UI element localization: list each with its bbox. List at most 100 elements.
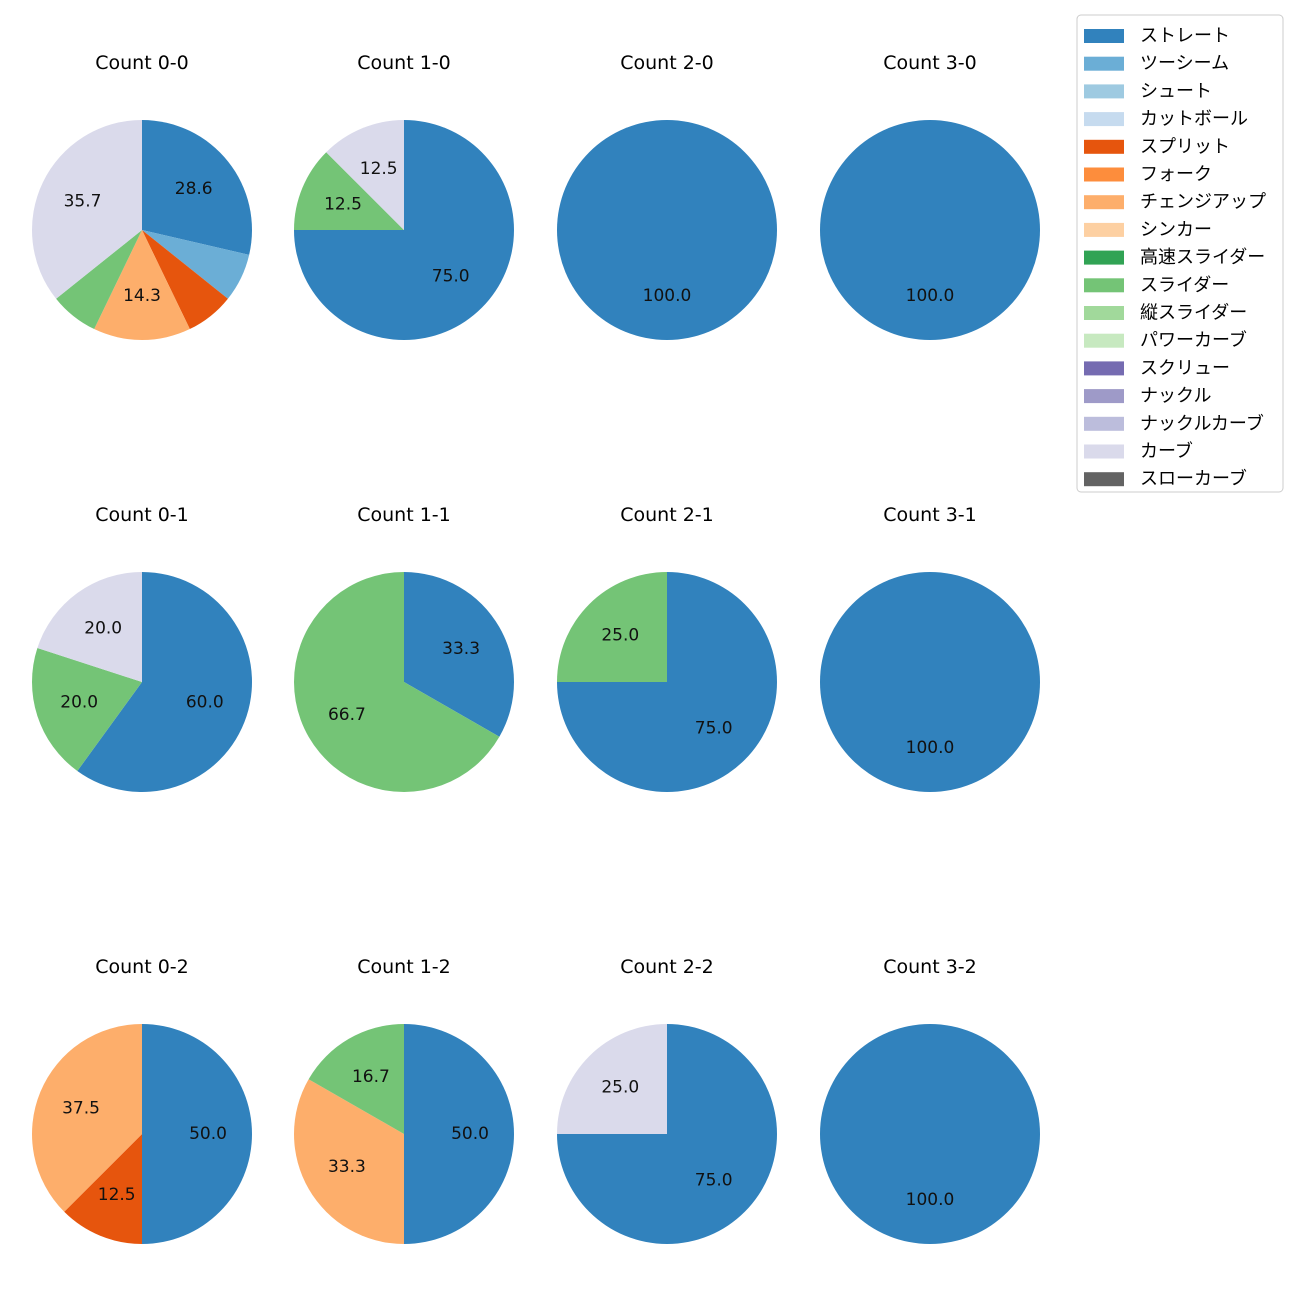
pie-panel: Count 2-1 75.0 25.0	[557, 504, 777, 792]
legend-item: パワーカーブ	[1084, 329, 1247, 351]
pie-title: Count 1-0	[357, 52, 451, 74]
pie-panel: Count 3-2 100.0	[820, 956, 1040, 1244]
slice-label: 50.0	[451, 1124, 489, 1144]
pie-slice	[557, 1024, 667, 1134]
pie-slice	[64, 1134, 142, 1244]
legend-swatch	[1084, 112, 1124, 127]
legend-swatch	[1084, 139, 1124, 154]
legend-label: パワーカーブ	[1140, 329, 1247, 351]
legend-swatch	[1084, 56, 1124, 71]
legend-label: スローカーブ	[1140, 468, 1247, 490]
legend-item: シュート	[1084, 81, 1212, 102]
legend-label: シュート	[1140, 81, 1212, 102]
legend-swatch	[1084, 250, 1124, 265]
pie-slice	[31, 120, 142, 299]
legend-swatch	[1084, 389, 1124, 404]
pie-title: Count 0-2	[95, 956, 189, 978]
pie-title: Count 3-2	[883, 956, 977, 978]
slice-label: 100.0	[643, 286, 692, 306]
pie-slice	[820, 120, 1040, 340]
legend-label: カーブ	[1140, 440, 1193, 462]
pie-panel: Count 1-0 75.0 12.5 12.5	[294, 52, 514, 340]
legend-item: 縦スライダー	[1084, 303, 1247, 324]
legend-swatch	[1084, 444, 1124, 459]
legend-swatch	[1084, 167, 1124, 182]
pie-title: Count 2-0	[620, 52, 714, 74]
slice-label: 28.6	[175, 179, 213, 199]
legend-label: チェンジアップ	[1140, 192, 1266, 213]
pie-slice	[56, 230, 143, 330]
pie-panel: Count 3-1 100.0	[820, 504, 1040, 792]
pie-slice	[404, 1024, 514, 1244]
legend-item: カーブ	[1084, 440, 1193, 462]
legend-item: ストレート	[1084, 26, 1230, 47]
legend-swatch	[1084, 29, 1124, 43]
legend-swatch	[1084, 84, 1124, 99]
pie-panel: Count 2-0 100.0	[557, 52, 777, 340]
pie-title: Count 1-1	[357, 504, 451, 526]
legend-label: 高速スライダー	[1140, 247, 1265, 268]
pie-slice	[37, 572, 142, 682]
slice-label: 12.5	[360, 159, 398, 179]
pie-panel: Count 0-2 50.0 12.5 37.5	[32, 956, 252, 1244]
slice-label: 60.0	[186, 692, 224, 712]
legend-label: 縦スライダー	[1140, 303, 1247, 324]
pie-slice	[326, 120, 404, 230]
slice-label: 35.7	[64, 191, 102, 211]
slice-label: 100.0	[906, 286, 955, 306]
slice-label: 20.0	[60, 692, 98, 712]
legend-label: ナックル	[1140, 386, 1211, 407]
pie-panel: Count 1-2 50.0 33.3 16.7	[293, 956, 514, 1244]
pie-title: Count 0-0	[95, 52, 189, 74]
pie-panels: Count 0-0 28.6 14.3 35.7 Count 1-0 75.0 12.5 12…	[31, 52, 1040, 1244]
pie-slice	[820, 572, 1040, 792]
pie-slice	[142, 1024, 252, 1244]
pie-title: Count 2-2	[620, 956, 714, 978]
legend-item: スライダー	[1084, 275, 1229, 296]
legend-swatch	[1084, 361, 1124, 376]
pie-slice	[293, 1079, 404, 1244]
legend-label: カットボール	[1140, 109, 1248, 130]
pie-slice	[294, 572, 500, 792]
pie-panel: Count 1-1 33.3 66.7	[294, 504, 515, 792]
pie-panel: Count 2-2 75.0 25.0	[557, 956, 777, 1244]
slice-label: 16.7	[352, 1067, 390, 1087]
pie-slice	[94, 230, 190, 340]
slice-label: 75.0	[432, 267, 470, 287]
pie-title: Count 1-2	[357, 956, 451, 978]
slice-label: 33.3	[328, 1157, 366, 1177]
legend-label: ナックルカーブ	[1140, 412, 1264, 434]
legend-frame	[1076, 14, 1284, 493]
legend-swatch	[1084, 333, 1124, 348]
slice-label: 75.0	[695, 719, 733, 739]
legend-label: スライダー	[1140, 275, 1229, 296]
legend-item: ナックル	[1084, 386, 1211, 407]
pie-title: Count 3-0	[883, 52, 977, 74]
slice-label: 100.0	[906, 1190, 955, 1210]
pie-slice	[32, 1024, 142, 1212]
legend-label: スクリュー	[1140, 358, 1230, 379]
pie-slice	[294, 152, 404, 230]
legend-label: フォーク	[1140, 164, 1212, 185]
pie-title: Count 2-1	[620, 504, 714, 526]
legend-item: チェンジアップ	[1084, 192, 1266, 213]
slice-label: 25.0	[601, 1077, 639, 1097]
legend-label: シンカー	[1140, 219, 1212, 240]
pie-slice	[820, 1024, 1040, 1244]
legend-label: ストレート	[1140, 26, 1230, 47]
legend-swatch	[1084, 472, 1124, 487]
pie-slice	[557, 572, 667, 682]
pie-title: Count 0-1	[95, 504, 189, 526]
pie-slice	[308, 1024, 404, 1134]
slice-label: 25.0	[601, 625, 639, 645]
pie-slice	[142, 230, 228, 330]
slice-label: 66.7	[328, 705, 366, 725]
legend-item: スクリュー	[1084, 358, 1230, 379]
slice-label: 37.5	[62, 1099, 100, 1119]
pie-title: Count 3-1	[883, 504, 977, 526]
legend-items: ストレートツーシームシュートカットボールスプリットフォークチェンジアップシンカー…	[1084, 26, 1266, 490]
legend-swatch	[1084, 306, 1124, 320]
slice-label: 20.0	[84, 619, 122, 639]
legend-swatch	[1084, 416, 1124, 431]
slice-label: 33.3	[442, 639, 480, 659]
